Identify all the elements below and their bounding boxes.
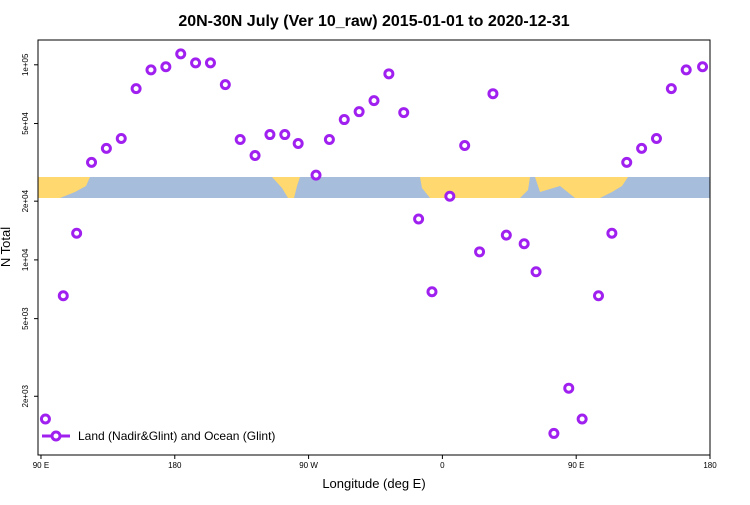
point	[680, 64, 692, 76]
point	[548, 427, 560, 439]
point	[310, 169, 322, 181]
point	[665, 83, 677, 95]
point	[636, 142, 648, 154]
point	[234, 134, 246, 146]
point	[353, 106, 365, 118]
point	[444, 190, 456, 202]
point	[249, 149, 261, 161]
x-axis-label: Longitude (deg E)	[322, 476, 425, 491]
point	[606, 227, 618, 239]
y-tick-label: 1e+04	[21, 248, 30, 271]
x-tick-label: 90 W	[299, 461, 318, 470]
point	[204, 57, 216, 69]
point	[160, 61, 172, 73]
point	[190, 57, 202, 69]
land	[38, 177, 90, 198]
y-tick-label: 5e+04	[21, 112, 30, 135]
chart-title: 20N-30N July (Ver 10_raw) 2015-01-01 to …	[178, 13, 569, 30]
point	[398, 107, 410, 119]
point	[323, 134, 335, 146]
point	[130, 83, 142, 95]
y-tick-label: 1e+05	[21, 53, 30, 76]
y-axis-label: N Total	[0, 227, 13, 267]
point	[264, 129, 276, 141]
x-tick-label: 180	[703, 461, 717, 470]
point	[474, 246, 486, 258]
point	[487, 88, 499, 100]
point	[530, 266, 542, 278]
y-tick-label: 2e+04	[21, 189, 30, 212]
land	[272, 177, 300, 198]
point	[71, 227, 83, 239]
point	[368, 95, 380, 107]
point	[500, 229, 512, 241]
y-tick-label: 5e+03	[21, 307, 30, 330]
point	[413, 213, 425, 225]
plot-frame	[37, 39, 711, 456]
x-tick-label: 180	[168, 461, 182, 470]
point	[175, 48, 187, 60]
x-tick-label: 90 E	[33, 461, 49, 470]
point	[115, 133, 127, 145]
point	[576, 413, 588, 425]
point	[145, 64, 157, 76]
x-tick-label: 90 E	[568, 461, 584, 470]
point	[426, 286, 438, 298]
plot-area: 90 E 180 90 W 0 90 E 180 2e+03 5e+03 1e+04 2e+04 5…	[21, 48, 717, 470]
land	[535, 177, 628, 198]
point	[563, 382, 575, 394]
point	[292, 138, 304, 150]
point	[459, 139, 471, 151]
point	[518, 238, 530, 250]
point	[621, 156, 633, 168]
point	[279, 129, 291, 141]
point	[100, 142, 112, 154]
point	[383, 68, 395, 80]
legend-label: Land (Nadir&Glint) and Ocean (Glint)	[78, 429, 275, 443]
point	[39, 413, 51, 425]
land	[420, 177, 530, 198]
point	[57, 290, 69, 302]
point	[219, 79, 231, 91]
x-tick-label: 0	[440, 461, 445, 470]
y-tick-label: 2e+03	[21, 384, 30, 407]
legend-marker	[50, 430, 62, 442]
point	[697, 61, 709, 73]
point	[650, 133, 662, 145]
point	[86, 156, 98, 168]
map-strip	[38, 177, 710, 198]
point	[338, 114, 350, 126]
point	[592, 290, 604, 302]
